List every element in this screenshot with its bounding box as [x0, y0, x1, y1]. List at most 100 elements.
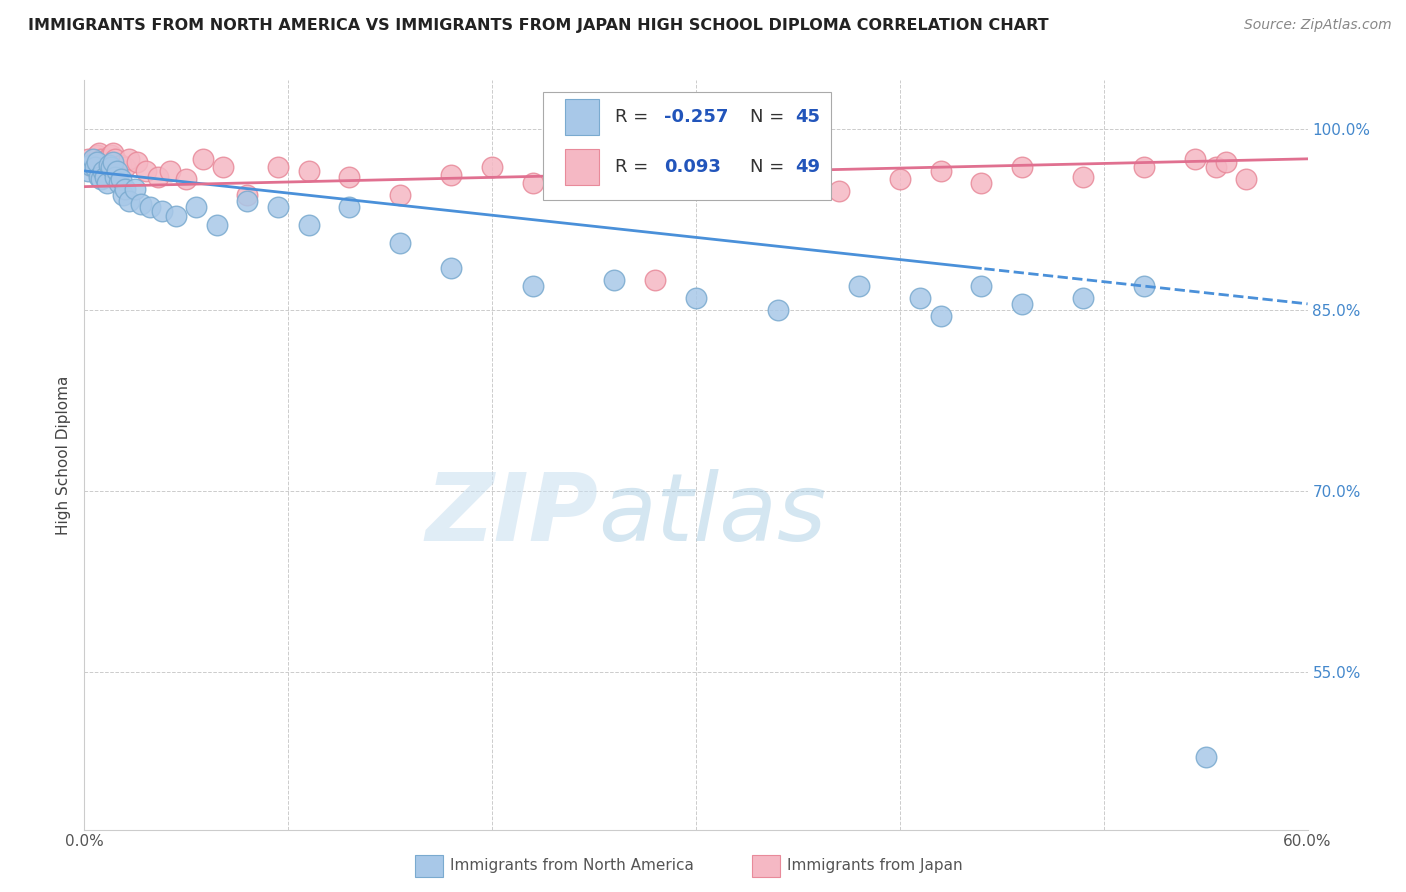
Point	[105, 164, 128, 178]
Point	[1236, 172, 1258, 186]
Point	[848, 278, 870, 293]
Point	[706, 161, 728, 175]
Point	[267, 161, 290, 175]
Point	[828, 185, 851, 199]
Point	[131, 196, 153, 211]
Point	[1011, 161, 1033, 175]
Point	[1215, 155, 1237, 169]
Point	[97, 158, 120, 172]
Point	[146, 169, 169, 184]
Point	[298, 164, 321, 178]
Point	[96, 176, 118, 190]
Point	[191, 152, 214, 166]
Point	[603, 273, 626, 287]
Point	[135, 164, 157, 178]
Text: Immigrants from North America: Immigrants from North America	[450, 858, 693, 872]
Point	[236, 188, 259, 202]
Point	[766, 302, 789, 317]
Point	[1073, 169, 1095, 184]
Text: N =: N =	[749, 159, 790, 177]
Point	[1195, 750, 1218, 764]
Text: R =: R =	[616, 159, 654, 177]
Point	[970, 176, 993, 190]
Point	[90, 172, 112, 186]
Point	[174, 172, 197, 186]
Point	[165, 209, 187, 223]
Text: ZIP: ZIP	[425, 469, 598, 561]
Text: 45: 45	[794, 109, 820, 127]
Point	[150, 203, 173, 218]
Point	[212, 161, 235, 175]
Point	[138, 200, 160, 214]
Point	[83, 155, 105, 169]
Point	[889, 172, 911, 186]
Point	[86, 155, 108, 169]
Point	[93, 161, 115, 175]
Point	[522, 278, 544, 293]
Point	[1184, 152, 1206, 166]
Point	[101, 145, 124, 160]
Text: -0.257: -0.257	[664, 109, 728, 127]
Point	[100, 161, 122, 175]
Point	[82, 161, 104, 175]
Point	[910, 291, 932, 305]
Point	[82, 152, 104, 166]
Point	[118, 152, 141, 166]
Point	[118, 194, 141, 208]
Point	[389, 188, 412, 202]
Text: 49: 49	[794, 159, 820, 177]
Point	[108, 176, 131, 190]
Point	[104, 152, 127, 166]
Point	[440, 260, 463, 275]
FancyBboxPatch shape	[543, 92, 831, 200]
Point	[339, 200, 361, 214]
Point	[481, 161, 503, 175]
Text: N =: N =	[749, 109, 790, 127]
Point	[90, 152, 112, 166]
Point	[186, 200, 208, 214]
Point	[970, 278, 993, 293]
Text: 0.093: 0.093	[664, 159, 721, 177]
Point	[97, 155, 120, 169]
Point	[105, 164, 128, 178]
Point	[79, 158, 101, 172]
Point	[100, 148, 122, 162]
Point	[1133, 161, 1156, 175]
Point	[96, 152, 118, 166]
Point	[110, 158, 132, 172]
Point	[1073, 291, 1095, 305]
Point	[79, 158, 101, 172]
Point	[86, 148, 108, 162]
Text: atlas: atlas	[598, 469, 827, 560]
Point	[110, 172, 132, 186]
Text: Immigrants from Japan: Immigrants from Japan	[787, 858, 963, 872]
Point	[127, 155, 149, 169]
Point	[87, 169, 110, 184]
Text: Source: ZipAtlas.com: Source: ZipAtlas.com	[1244, 18, 1392, 32]
Point	[1133, 278, 1156, 293]
Y-axis label: High School Diploma: High School Diploma	[56, 376, 72, 534]
Point	[236, 194, 259, 208]
Point	[91, 155, 114, 169]
Point	[267, 200, 290, 214]
Point	[159, 164, 181, 178]
Point	[77, 152, 100, 166]
Point	[112, 188, 135, 202]
Point	[929, 309, 952, 323]
Point	[114, 182, 136, 196]
Point	[644, 273, 666, 287]
Text: R =: R =	[616, 109, 654, 127]
Point	[91, 164, 114, 178]
Point	[440, 168, 463, 182]
FancyBboxPatch shape	[565, 100, 599, 136]
Point	[298, 219, 321, 233]
Point	[104, 169, 127, 184]
Point	[124, 182, 146, 196]
FancyBboxPatch shape	[565, 150, 599, 186]
Point	[114, 161, 136, 175]
Point	[77, 164, 100, 178]
Point	[766, 169, 789, 184]
Point	[1205, 161, 1227, 175]
Point	[87, 145, 110, 160]
Text: IMMIGRANTS FROM NORTH AMERICA VS IMMIGRANTS FROM JAPAN HIGH SCHOOL DIPLOMA CORRE: IMMIGRANTS FROM NORTH AMERICA VS IMMIGRA…	[28, 18, 1049, 33]
